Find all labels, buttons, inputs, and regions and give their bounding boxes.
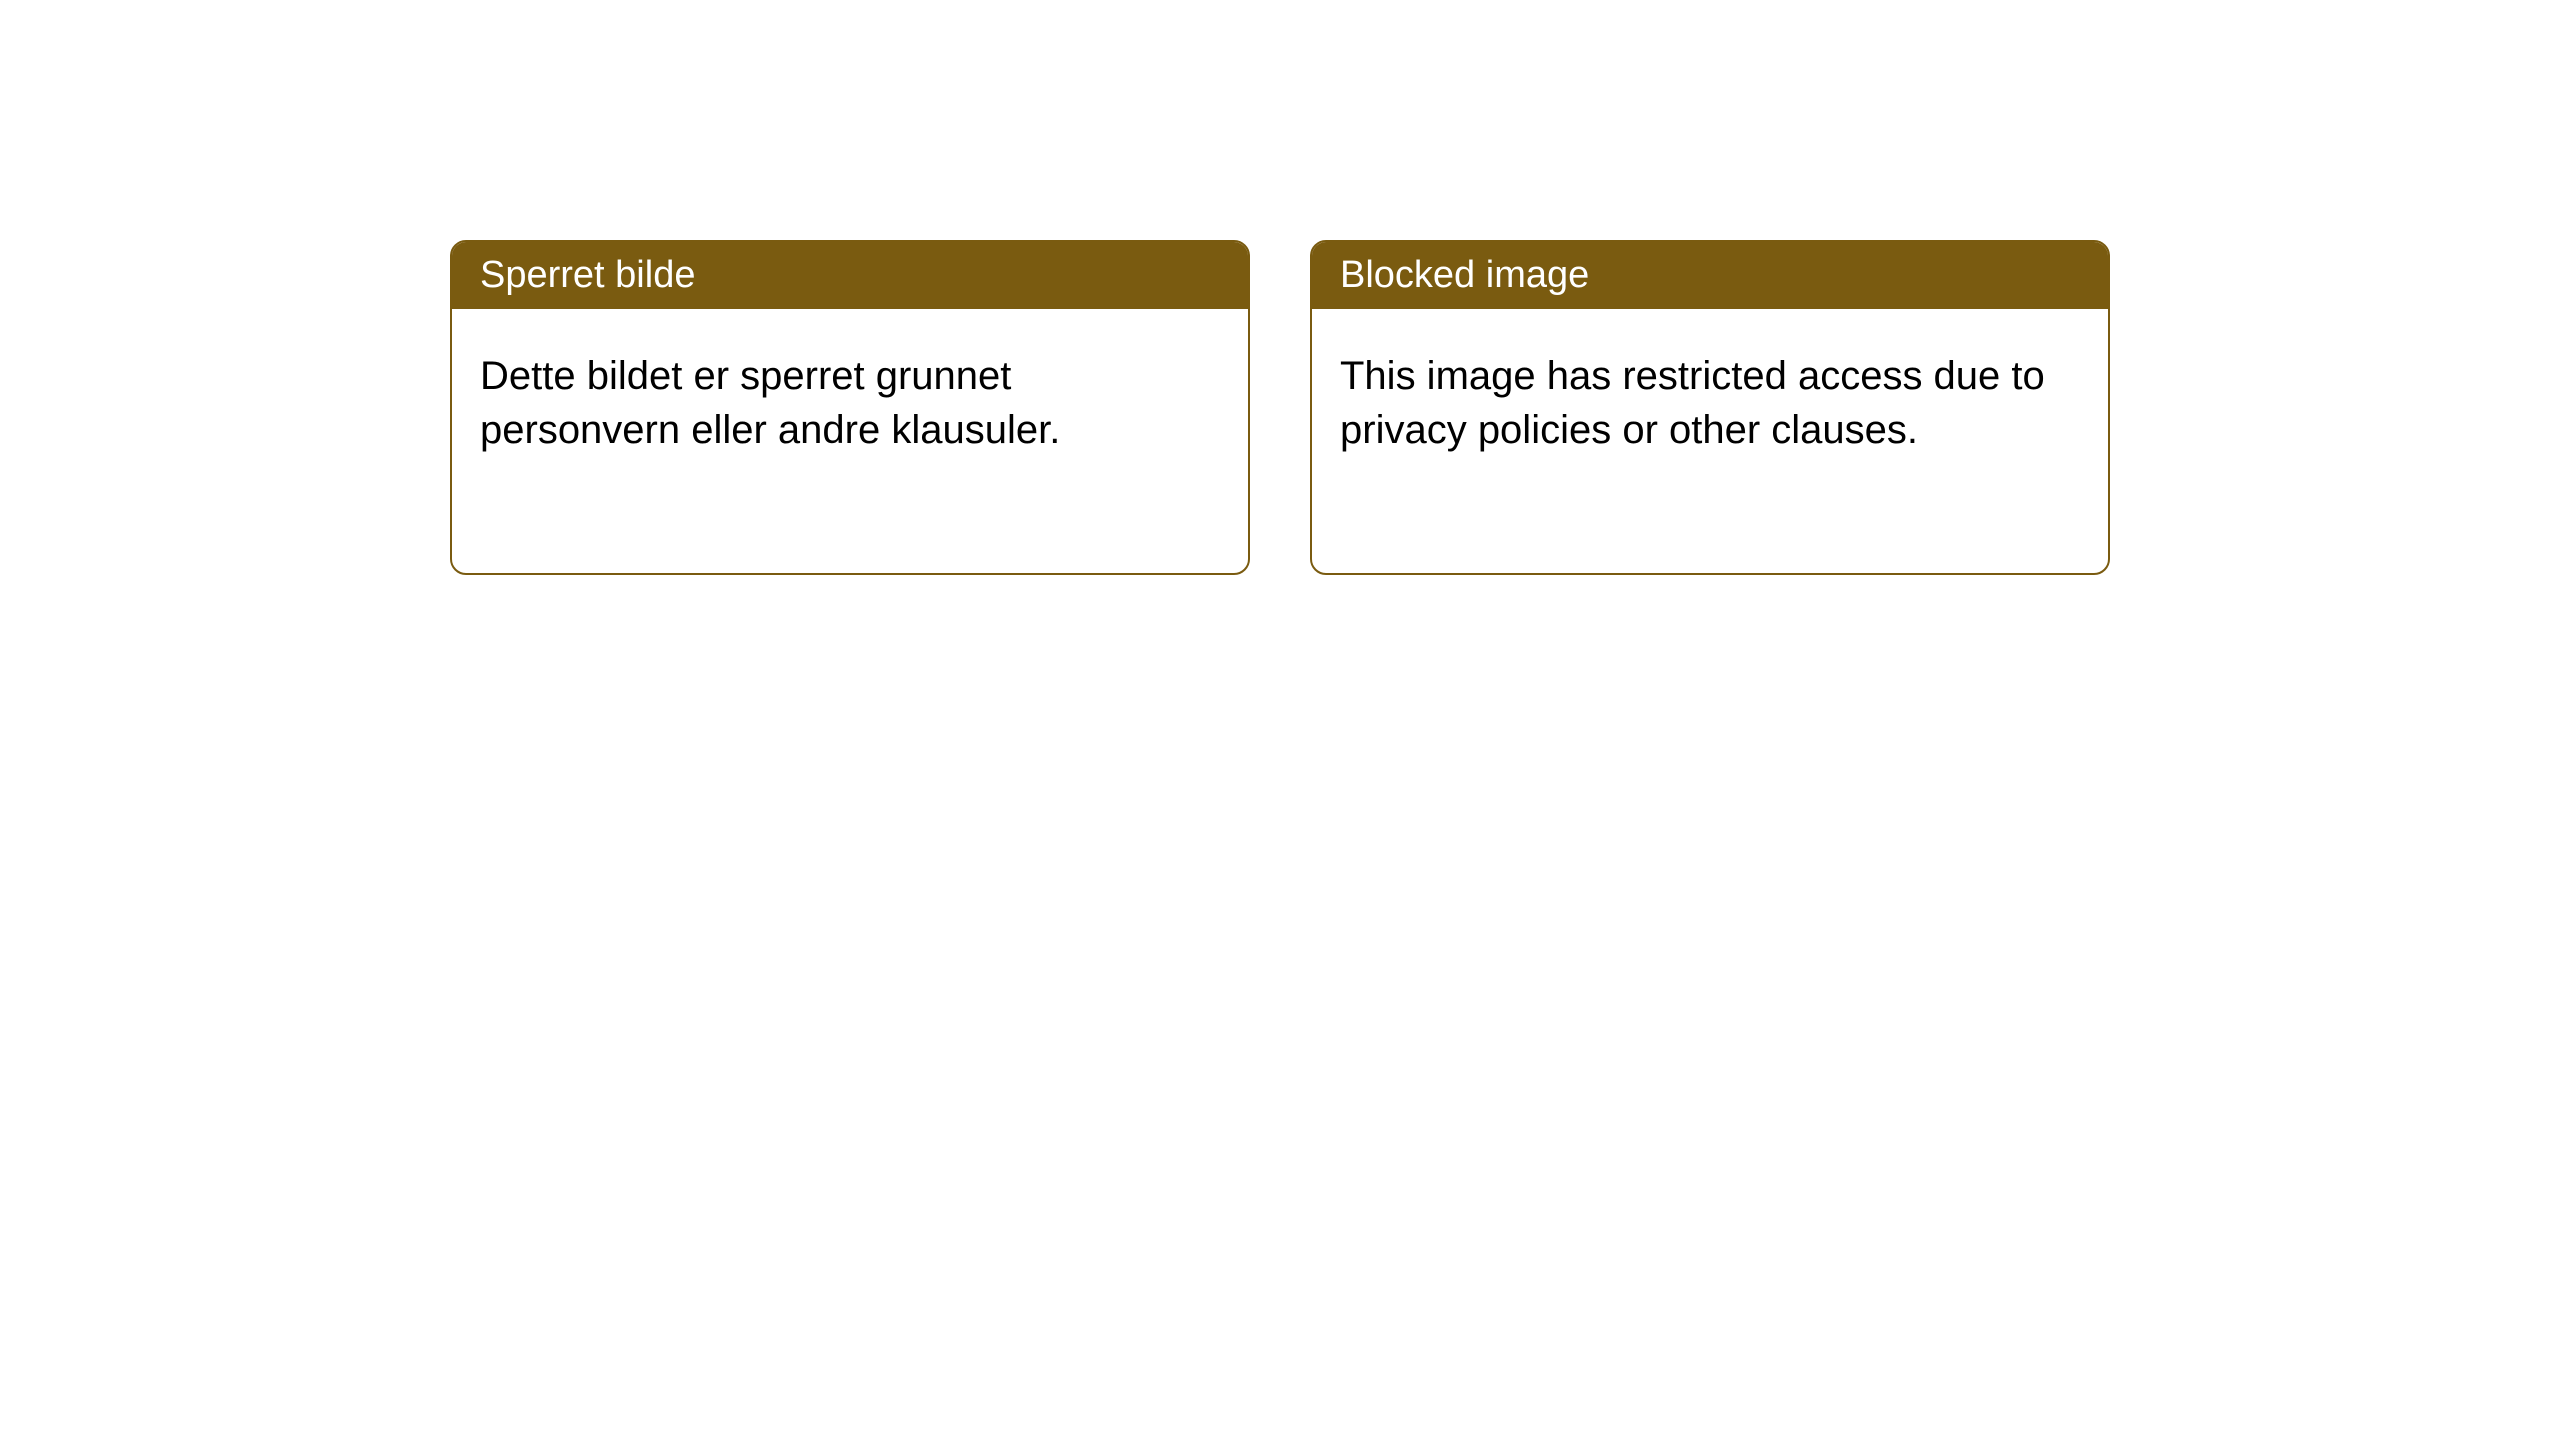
notice-body-english: This image has restricted access due to … [1312, 309, 2108, 485]
notice-header-english: Blocked image [1312, 242, 2108, 309]
notice-container: Sperret bilde Dette bildet er sperret gr… [450, 240, 2110, 575]
notice-card-english: Blocked image This image has restricted … [1310, 240, 2110, 575]
notice-card-norwegian: Sperret bilde Dette bildet er sperret gr… [450, 240, 1250, 575]
notice-header-norwegian: Sperret bilde [452, 242, 1248, 309]
notice-body-norwegian: Dette bildet er sperret grunnet personve… [452, 309, 1248, 485]
